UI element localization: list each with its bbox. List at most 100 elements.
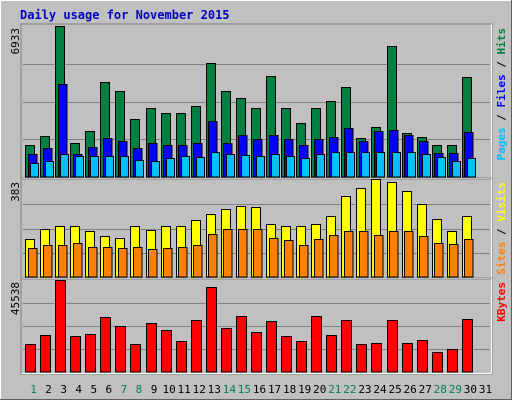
bar-kbytes-kbytes-day-26 (402, 343, 413, 373)
x-tick-label-12: 12 (193, 383, 206, 396)
bar-hits-files-pages-pages-day-14 (226, 154, 235, 178)
bar-kbytes-kbytes-day-9 (146, 323, 157, 373)
bar-hits-files-pages-pages-day-13 (211, 152, 220, 178)
x-tick-label-3: 3 (60, 383, 67, 396)
chart-title: Daily usage for November 2015 (20, 8, 230, 22)
bar-visits-sites-sites-day-10 (163, 248, 173, 278)
bar-kbytes-kbytes-day-12 (191, 320, 202, 373)
bar-hits-files-pages-pages-day-16 (256, 156, 265, 178)
x-tick-label-4: 4 (75, 383, 82, 396)
bar-hits-files-pages-pages-day-18 (286, 156, 295, 178)
bar-kbytes-kbytes-day-19 (296, 341, 307, 373)
bar-visits-sites-sites-day-30 (464, 239, 474, 278)
x-tick-label-19: 19 (298, 383, 311, 396)
bar-kbytes-kbytes-day-8 (130, 344, 141, 373)
legend-part-hits-files-pages-1: / (495, 108, 508, 128)
x-tick-label-11: 11 (178, 383, 191, 396)
bar-kbytes-kbytes-day-4 (70, 336, 81, 373)
bar-kbytes-kbytes-day-5 (85, 334, 96, 373)
bar-kbytes-kbytes-day-27 (417, 340, 428, 373)
x-tick-label-10: 10 (162, 383, 175, 396)
bar-visits-sites-sites-day-11 (178, 247, 188, 278)
bar-visits-sites-sites-day-13 (208, 234, 218, 278)
x-tick-label-26: 26 (404, 383, 417, 396)
bar-kbytes-kbytes-day-24 (371, 343, 382, 373)
x-tick-label-1: 1 (30, 383, 37, 396)
x-tick-label-22: 22 (343, 383, 356, 396)
bar-kbytes-kbytes-day-3 (55, 280, 66, 373)
bar-visits-sites-sites-day-15 (238, 229, 248, 278)
bar-visits-sites-sites-day-23 (359, 231, 369, 278)
bar-visits-sites-sites-day-3 (58, 245, 68, 278)
bar-visits-sites-sites-day-18 (284, 240, 294, 278)
bar-kbytes-kbytes-day-7 (115, 326, 126, 373)
bar-visits-sites-sites-day-19 (299, 245, 309, 278)
y-axis-legend-visits-sites: Sites / Visits (495, 182, 508, 275)
bar-hits-files-pages-pages-day-7 (120, 156, 129, 178)
bar-kbytes-kbytes-day-6 (100, 317, 111, 373)
bar-kbytes-kbytes-day-10 (161, 330, 172, 373)
bar-visits-sites-sites-day-29 (449, 244, 459, 278)
plot-panels: 6933 Pages / Files / Hits 383 Sites / Visit… (9, 23, 508, 396)
bar-visits-sites-sites-day-1 (28, 248, 38, 278)
bar-hits-files-pages-pages-day-6 (105, 156, 114, 178)
bar-kbytes-kbytes-day-13 (206, 287, 217, 373)
x-tick-label-25: 25 (388, 383, 401, 396)
x-tick-label-16: 16 (253, 383, 266, 396)
legend-part-visits-sites-0: Sites (495, 242, 508, 275)
bar-hits-files-pages-pages-day-4 (75, 156, 84, 178)
bar-hits-files-pages-pages-day-26 (407, 152, 416, 178)
bar-kbytes-kbytes-day-11 (176, 341, 187, 373)
bar-visits-sites-sites-day-9 (148, 249, 158, 278)
bar-visits-sites-sites-day-25 (389, 231, 399, 278)
bar-kbytes-kbytes-day-15 (236, 316, 247, 373)
bar-visits-sites-sites-day-12 (193, 245, 203, 278)
bar-kbytes-kbytes-day-25 (387, 320, 398, 373)
legend-part-visits-sites-1: / (495, 222, 508, 242)
x-tick-label-18: 18 (283, 383, 296, 396)
x-tick-label-9: 9 (151, 383, 158, 396)
bar-kbytes-kbytes-day-30 (462, 319, 473, 373)
bar-kbytes-kbytes-day-2 (40, 335, 51, 373)
bar-hits-files-pages-pages-day-11 (181, 156, 190, 178)
bar-hits-files-pages-pages-day-17 (271, 154, 280, 178)
bar-hits-files-pages-pages-day-1 (30, 163, 39, 178)
x-tick-label-14: 14 (223, 383, 237, 396)
y-axis-legend-hits-files-pages: Pages / Files / Hits (495, 28, 508, 161)
x-tick-label-31: 31 (479, 383, 492, 396)
bar-hits-files-pages-pages-day-22 (346, 152, 355, 178)
bar-visits-sites-sites-day-21 (329, 235, 339, 278)
y-max-label-hits-files-pages: 6933 (9, 28, 22, 55)
bar-hits-files-pages-pages-day-15 (241, 155, 250, 178)
x-tick-label-8: 8 (136, 383, 143, 396)
x-tick-label-24: 24 (373, 383, 387, 396)
x-tick-label-7: 7 (121, 383, 128, 396)
bar-kbytes-kbytes-day-28 (432, 352, 443, 373)
bar-visits-sites-sites-day-17 (269, 238, 279, 278)
bar-visits-sites-sites-day-2 (43, 245, 53, 278)
bar-visits-sites-sites-day-20 (314, 239, 324, 278)
bar-kbytes-kbytes-day-18 (281, 336, 292, 373)
legend-part-visits-sites-2: Visits (495, 182, 508, 222)
bar-hits-files-pages-pages-day-8 (135, 160, 144, 178)
bar-hits-files-pages-pages-day-30 (467, 158, 476, 178)
bar-visits-sites-sites-day-27 (419, 236, 429, 278)
legend-part-hits-files-pages-3: / (495, 55, 508, 75)
x-tick-label-28: 28 (434, 383, 447, 396)
bar-kbytes-kbytes-day-20 (311, 316, 322, 373)
bar-visits-sites-sites-day-5 (88, 247, 98, 278)
bar-visits-sites-sites-day-14 (223, 229, 233, 278)
x-tick-label-15: 15 (238, 383, 251, 396)
bar-hits-files-pages-pages-day-24 (376, 152, 385, 178)
x-tick-label-17: 17 (268, 383, 281, 396)
x-tick-label-21: 21 (328, 383, 341, 396)
bar-hits-files-pages-pages-day-19 (301, 158, 310, 178)
bar-visits-sites-sites-day-6 (103, 247, 113, 278)
bar-hits-files-pages-pages-day-23 (361, 152, 370, 178)
bar-kbytes-kbytes-day-1 (25, 344, 36, 373)
bar-visits-sites-sites-day-4 (73, 243, 83, 278)
bar-hits-files-pages-pages-day-5 (90, 156, 99, 178)
bar-hits-files-pages-pages-day-28 (437, 157, 446, 178)
bar-hits-files-pages-pages-day-3 (60, 154, 69, 178)
